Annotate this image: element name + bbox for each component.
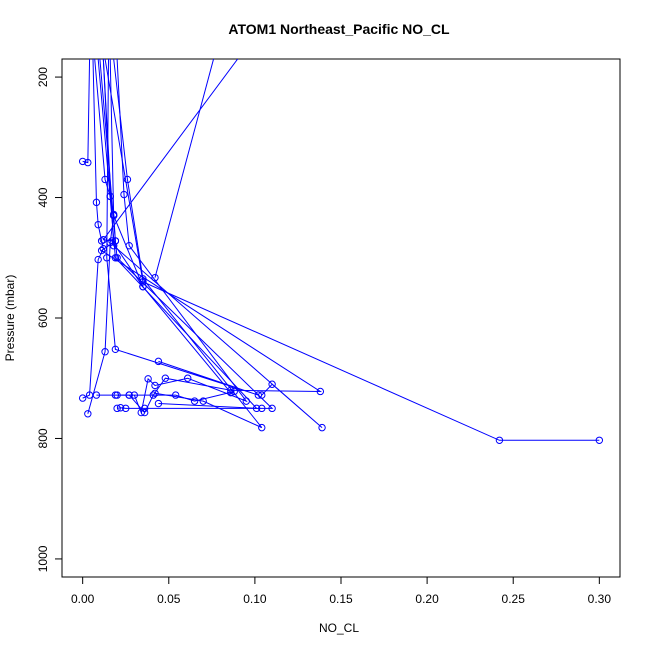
- data-point: [151, 381, 159, 390]
- data-point: [258, 391, 266, 399]
- series-line: [109, 59, 235, 402]
- series-13: [151, 59, 215, 282]
- y-axis-label: Pressure (mbar): [3, 275, 17, 362]
- x-axis: 0.00 0.05 0.10 0.15 0.20 0.25 0.30: [71, 576, 612, 606]
- data-point: [109, 211, 118, 220]
- data-point: [111, 345, 120, 354]
- data-point: [495, 436, 504, 444]
- x-tick-label: 0.15: [329, 592, 353, 606]
- series-line: [82, 59, 104, 399]
- series-12: [97, 59, 261, 413]
- y-tick-label: 800: [36, 428, 50, 448]
- data-point: [78, 157, 87, 166]
- data-point: [94, 220, 102, 229]
- data-point: [227, 386, 235, 394]
- series-layer: [78, 59, 604, 444]
- data-point: [84, 158, 92, 167]
- data-point: [184, 374, 192, 382]
- data-point: [139, 282, 147, 291]
- data-point: [144, 375, 152, 383]
- series-line: [113, 59, 263, 429]
- data-point: [595, 436, 604, 444]
- chart-title: ATOM1 Northeast_Pacific NO_CL: [228, 21, 450, 37]
- y-tick-label: 1000: [36, 545, 50, 572]
- data-point: [268, 380, 276, 388]
- x-tick-label: 0.10: [243, 592, 267, 606]
- x-axis-label: NO_CL: [319, 621, 359, 635]
- series-4: [99, 59, 276, 413]
- x-tick-label: 0.30: [588, 592, 612, 606]
- series-line: [154, 59, 215, 278]
- data-point: [154, 357, 163, 366]
- x-tick-label: 0.20: [415, 592, 439, 606]
- series-3: [92, 59, 325, 417]
- data-point: [113, 404, 121, 413]
- series-line: [97, 59, 258, 409]
- data-point: [318, 423, 326, 432]
- data-point: [84, 410, 92, 418]
- x-tick-label: 0.25: [502, 592, 526, 606]
- data-point: [92, 198, 101, 207]
- data-point: [137, 408, 145, 417]
- data-point: [171, 391, 180, 399]
- data-point: [108, 237, 116, 245]
- data-point: [151, 273, 159, 282]
- data-point: [161, 374, 170, 382]
- series-line: [116, 59, 248, 415]
- data-point: [78, 394, 87, 402]
- series-line: [104, 59, 600, 441]
- data-point: [123, 175, 132, 184]
- x-tick-label: 0.00: [71, 592, 95, 606]
- y-tick-label: 600: [36, 308, 50, 328]
- data-point: [199, 397, 207, 405]
- x-tick-label: 0.05: [157, 592, 181, 606]
- data-point: [252, 404, 261, 413]
- series-line: [106, 59, 259, 396]
- data-point: [94, 255, 102, 264]
- data-point: [116, 404, 125, 412]
- series-line: [102, 59, 323, 428]
- y-tick-label: 200: [36, 67, 50, 87]
- data-point: [97, 246, 106, 255]
- data-point: [125, 391, 133, 399]
- data-point: [316, 387, 325, 396]
- data-point: [122, 404, 130, 413]
- data-point: [254, 391, 263, 399]
- data-point: [151, 389, 159, 397]
- series-line: [82, 59, 91, 164]
- data-point: [154, 399, 163, 408]
- series-7: [78, 59, 92, 167]
- y-axis: 200 400 600 800 1000: [36, 67, 63, 572]
- data-point: [258, 404, 266, 413]
- data-point: [268, 404, 276, 413]
- data-point: [97, 237, 106, 245]
- series-line: [99, 59, 274, 409]
- data-point: [103, 254, 111, 262]
- series-line: [102, 59, 239, 287]
- data-point: [99, 236, 108, 244]
- y-tick-label: 400: [36, 187, 50, 207]
- series-10: [102, 59, 326, 432]
- data-point: [113, 391, 121, 399]
- data-point: [92, 391, 101, 399]
- data-point: [120, 190, 128, 199]
- series-9: [104, 59, 604, 444]
- data-point: [111, 254, 120, 262]
- plot-frame: [61, 58, 621, 578]
- series-11: [103, 59, 263, 399]
- data-point: [230, 387, 238, 396]
- series-line: [96, 59, 323, 414]
- data-point: [101, 348, 109, 356]
- data-point: [258, 423, 266, 432]
- data-point: [190, 397, 199, 405]
- series-6: [109, 59, 238, 405]
- series-14: [99, 59, 239, 291]
